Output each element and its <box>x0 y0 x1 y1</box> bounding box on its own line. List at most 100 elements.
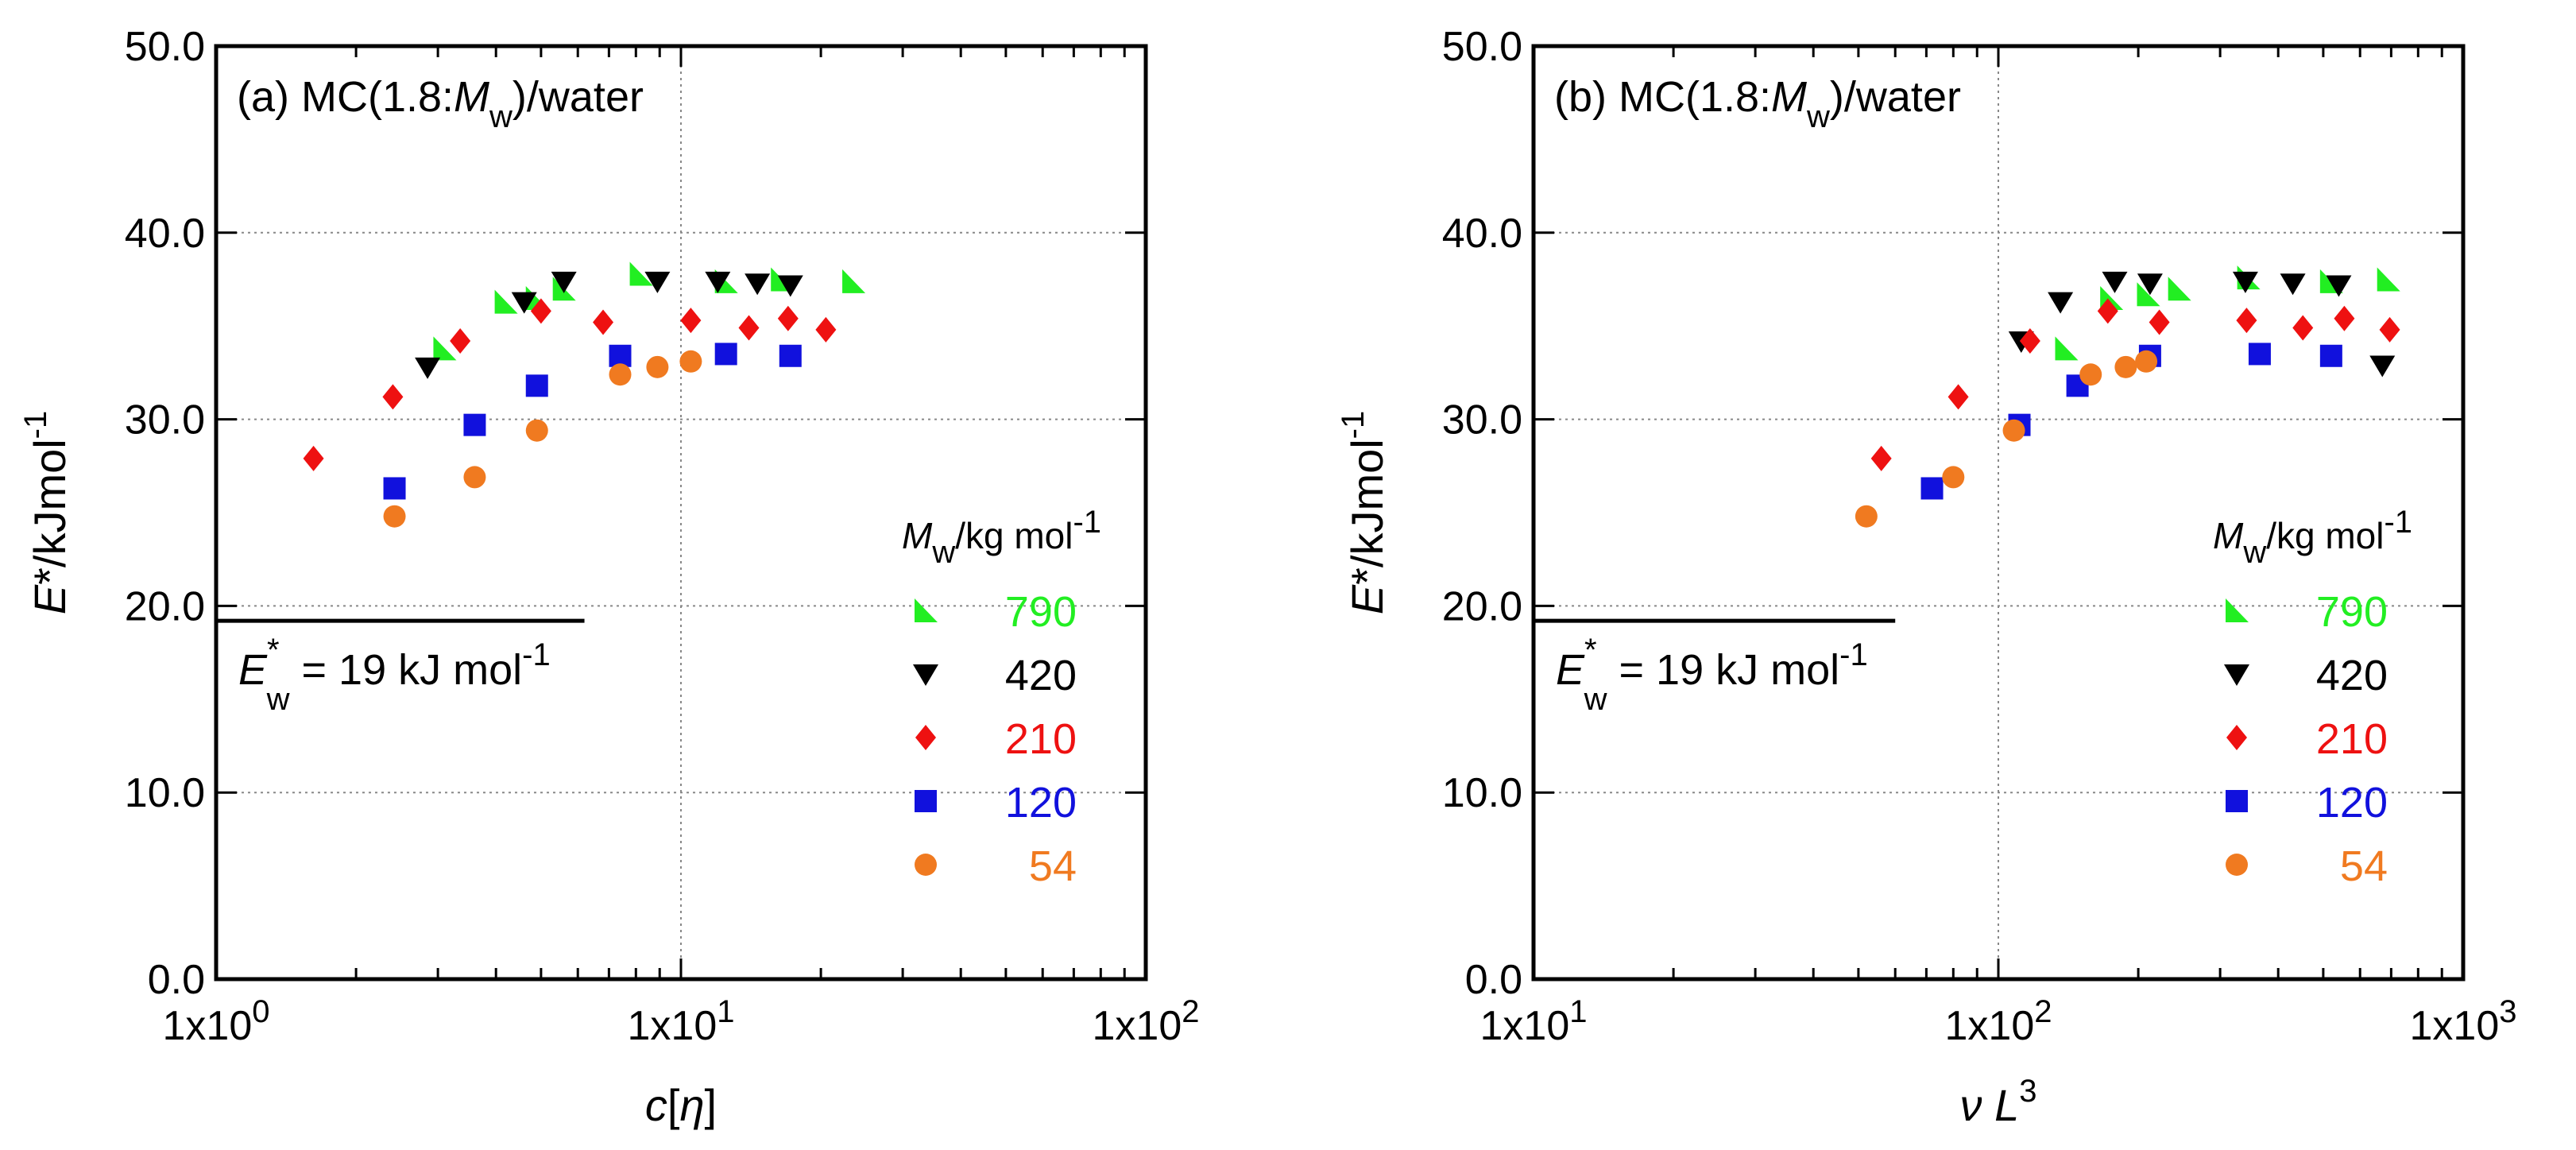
data-point <box>525 419 548 442</box>
data-point <box>511 292 537 314</box>
data-point <box>1920 477 1944 500</box>
data-point <box>2334 305 2355 331</box>
data-point <box>2002 419 2025 442</box>
legend-label: 210 <box>1005 715 1077 763</box>
legend: Mw/kg mol-1 790 420 210 120 54 <box>902 505 1101 890</box>
data-point <box>2292 315 2314 341</box>
legend-label: 420 <box>2316 652 2388 699</box>
legend-marker <box>2226 854 2248 876</box>
data-point <box>815 316 837 343</box>
legend-marker <box>915 854 937 876</box>
data-point <box>2079 363 2102 386</box>
data-point <box>2114 355 2137 378</box>
data-point <box>2135 350 2158 373</box>
data-point <box>2048 292 2074 314</box>
data-point <box>646 355 669 378</box>
data-point <box>525 374 548 397</box>
x-axis-title: ν L3 <box>1960 1074 2037 1130</box>
data-point <box>644 271 671 293</box>
chart-panel-a: 0.0 10.0 20.0 30.0 40.0 50.0 1x100 1x101 1x102 c[… <box>18 24 1200 1130</box>
series-210 <box>303 298 837 471</box>
data-point <box>745 273 771 296</box>
data-point <box>1942 466 1965 489</box>
y-tick-label: 10.0 <box>1442 770 1522 816</box>
data-point <box>779 344 802 367</box>
data-point <box>2280 273 2306 296</box>
y-tick-label: 20.0 <box>125 583 205 629</box>
legend-marker <box>915 790 937 812</box>
legend-label: 790 <box>1005 588 1077 636</box>
x-tick-label: 1x103 <box>2409 994 2516 1049</box>
data-point <box>609 363 632 386</box>
legend-label: 54 <box>2340 842 2388 890</box>
legend-title: Mw/kg mol-1 <box>2213 505 2412 570</box>
legend-marker <box>913 664 938 686</box>
panel-label: (b) MC(1.8:Mw)/water <box>1554 73 1961 134</box>
y-tick-label: 0.0 <box>1465 957 1522 1003</box>
legend-marker <box>2224 664 2249 686</box>
data-point <box>2168 277 2191 301</box>
data-point <box>2379 316 2400 343</box>
y-axis-title: E*/kJmol-1 <box>1336 411 1392 615</box>
data-point <box>2137 282 2160 307</box>
data-point <box>463 413 486 436</box>
data-point <box>433 336 457 361</box>
x-axis-title: c[η] <box>645 1080 717 1130</box>
series-120 <box>383 343 802 500</box>
data-point <box>415 357 441 379</box>
data-point <box>2019 327 2040 354</box>
data-point <box>609 344 632 367</box>
y-tick-label: 40.0 <box>125 211 205 257</box>
data-point <box>2055 336 2079 361</box>
series-210 <box>1870 298 2400 471</box>
data-point <box>1947 384 1969 410</box>
data-point <box>303 445 324 471</box>
data-point <box>1855 505 1878 528</box>
data-point <box>738 315 760 341</box>
data-point <box>777 305 799 331</box>
x-tick-label: 1x101 <box>1479 994 1587 1049</box>
legend-marker <box>2226 725 2247 750</box>
y-tick-label: 0.0 <box>148 957 205 1003</box>
panel-label: (a) MC(1.8:Mw)/water <box>237 73 644 134</box>
y-tick-label: 10.0 <box>125 770 205 816</box>
data-point <box>530 298 551 324</box>
data-point <box>382 384 404 410</box>
y-tick-label: 50.0 <box>1442 24 1522 70</box>
y-tick-label: 30.0 <box>125 397 205 443</box>
x-tick-label: 1x101 <box>627 994 734 1049</box>
legend-label: 120 <box>1005 779 1077 827</box>
data-point <box>2377 267 2400 292</box>
data-point <box>463 466 486 489</box>
series-54 <box>1855 350 2158 528</box>
data-point <box>494 289 518 314</box>
x-tick-label: 1x100 <box>162 994 269 1049</box>
data-point <box>2097 298 2118 324</box>
legend-marker <box>2226 598 2249 622</box>
x-tick-label: 1x102 <box>1944 994 2052 1049</box>
data-point <box>1870 445 1892 471</box>
y-tick-label: 50.0 <box>125 24 205 70</box>
data-point <box>2232 271 2258 293</box>
data-point <box>2236 308 2257 334</box>
y-axis-title: E*/kJmol-1 <box>18 411 75 615</box>
legend-label: 210 <box>2316 715 2388 763</box>
data-point <box>777 275 803 297</box>
legend-label: 790 <box>2316 588 2388 636</box>
data-point <box>2137 273 2163 296</box>
data-point <box>2248 343 2271 366</box>
data-point <box>2319 344 2342 367</box>
legend-marker <box>2226 790 2248 812</box>
x-tick-label: 1x102 <box>1092 994 1199 1049</box>
series-54 <box>383 350 702 528</box>
y-tick-label: 20.0 <box>1442 583 1522 629</box>
data-point <box>680 308 702 334</box>
data-point <box>450 327 471 354</box>
data-point <box>551 271 577 293</box>
legend-marker <box>915 598 938 622</box>
legend: Mw/kg mol-1 790 420 210 120 54 <box>2213 505 2412 890</box>
data-point <box>383 505 406 528</box>
legend-label: 120 <box>2316 779 2388 827</box>
plot-frame <box>1531 44 2466 982</box>
